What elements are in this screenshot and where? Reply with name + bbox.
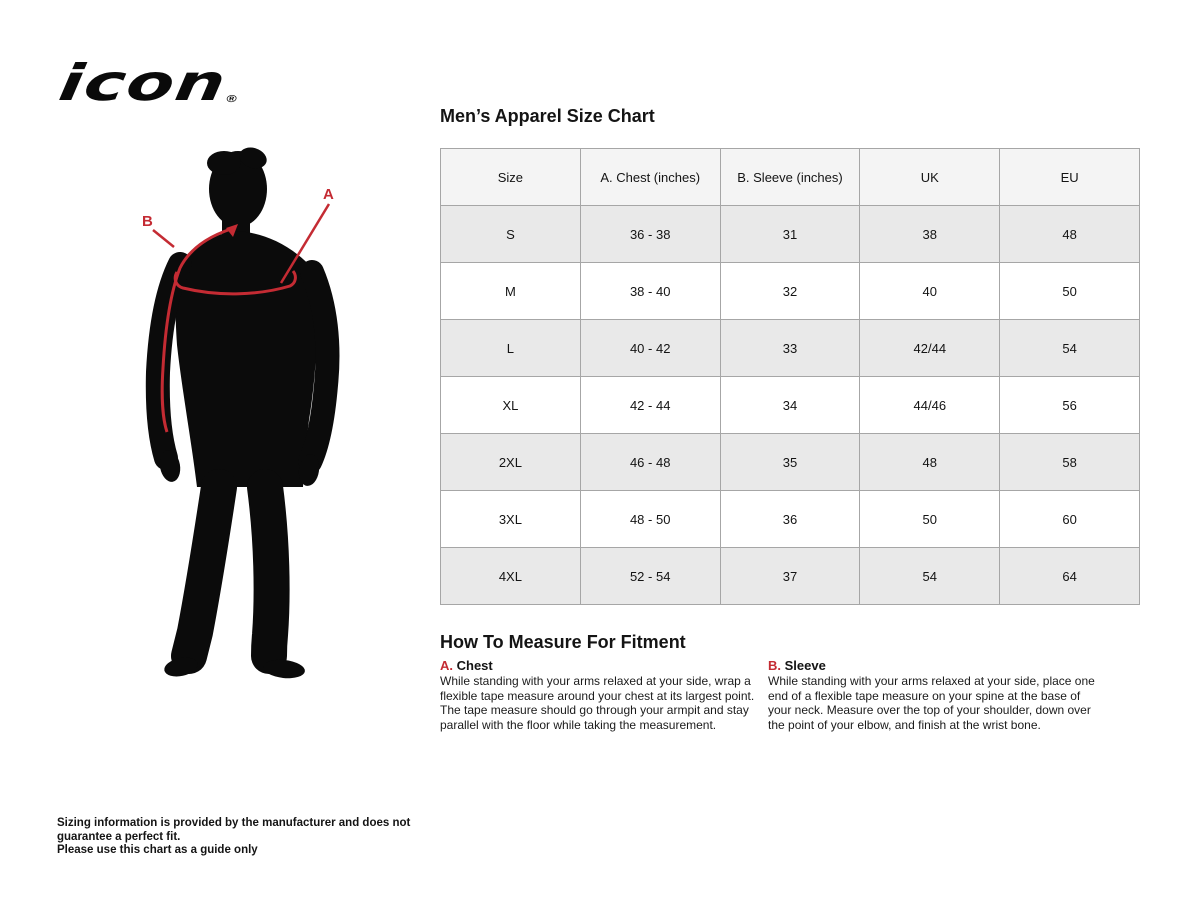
size-chart-table: Size A. Chest (inches) B. Sleeve (inches…	[440, 148, 1140, 605]
cell-chest: 42 - 44	[579, 376, 721, 434]
cell-chest: 36 - 38	[579, 205, 721, 263]
cell-chest: 38 - 40	[579, 262, 721, 320]
cell-sleeve: 34	[719, 376, 861, 434]
figure-label-b: B	[142, 213, 153, 230]
column-header-chest: A. Chest (inches)	[579, 148, 721, 206]
registered-trademark-icon: ®	[225, 94, 238, 105]
measure-section-title: How To Measure For Fitment	[440, 632, 686, 652]
right-leg	[247, 469, 290, 674]
cell-size: 4XL	[440, 547, 581, 605]
cell-chest: 48 - 50	[579, 490, 721, 548]
cell-uk: 38	[859, 205, 1001, 263]
table-row-m: M 38 - 40 32 40 50	[440, 262, 1140, 320]
page-title: Men’s Apparel Size Chart	[440, 106, 655, 126]
disclaimer-line-1: Sizing information is provided by the ma…	[57, 817, 411, 843]
right-hand	[298, 454, 320, 486]
hair-left	[207, 151, 241, 175]
label-a-pointer-line	[279, 203, 331, 284]
measure-instructions-sleeve: While standing with your arms relaxed at…	[768, 674, 1095, 732]
disclaimer-line-2: Please use this chart as a guide only	[57, 844, 258, 856]
cell-uk: 50	[859, 490, 1001, 548]
table-row-4xl: 4XL 52 - 54 37 54 64	[440, 547, 1140, 605]
measurement-figure: A B	[120, 140, 360, 700]
left-arm	[145, 252, 192, 470]
measure-name-sleeve: Sleeve	[784, 658, 826, 673]
measure-item-sleeve-heading: B. Sleeve	[768, 658, 1103, 673]
cell-uk: 40	[859, 262, 1001, 320]
cell-eu: 60	[999, 490, 1140, 548]
cell-sleeve: 36	[719, 490, 861, 548]
column-header-sleeve: B. Sleeve (inches)	[719, 148, 861, 206]
cell-size: L	[440, 319, 581, 377]
cell-eu: 64	[999, 547, 1140, 605]
measure-instructions-chest: While standing with your arms relaxed at…	[440, 674, 755, 732]
sleeve-measurement-line	[160, 227, 232, 433]
column-header-eu: EU	[999, 148, 1140, 206]
measure-item-sleeve: B. Sleeve While standing with your arms …	[768, 658, 1103, 732]
table-row-xl: XL 42 - 44 34 44/46 56	[440, 376, 1140, 434]
left-foot	[164, 657, 198, 677]
icon-logo: icon ®	[55, 54, 243, 112]
male-silhouette-svg: A B	[142, 147, 340, 679]
cell-eu: 56	[999, 376, 1140, 434]
right-foot	[263, 659, 305, 679]
cell-uk: 48	[859, 433, 1001, 491]
male-silhouette	[145, 147, 340, 679]
icon-logo-text: icon	[55, 54, 231, 112]
sizing-disclaimer: Sizing information is provided by the ma…	[57, 817, 457, 858]
measure-item-chest-heading: A. Chest	[440, 658, 775, 673]
table-row-s: S 36 - 38 31 38 48	[440, 205, 1140, 263]
cell-eu: 54	[999, 319, 1140, 377]
measure-name-chest: Chest	[456, 658, 493, 673]
measurement-guides	[152, 203, 331, 433]
cell-uk: 54	[859, 547, 1001, 605]
measure-letter-b: B.	[768, 658, 781, 673]
cell-chest: 46 - 48	[579, 433, 721, 491]
label-b-pointer-line	[152, 229, 175, 248]
torso	[175, 231, 317, 487]
cell-sleeve: 32	[719, 262, 861, 320]
measure-item-chest: A. Chest While standing with your arms r…	[440, 658, 775, 732]
column-header-size: Size	[440, 148, 581, 206]
right-arm	[298, 260, 340, 474]
table-row-3xl: 3XL 48 - 50 36 50 60	[440, 490, 1140, 548]
cell-size: S	[440, 205, 581, 263]
left-leg	[171, 469, 237, 674]
measure-letter-a: A.	[440, 658, 453, 673]
column-header-uk: UK	[859, 148, 1001, 206]
cell-uk: 42/44	[859, 319, 1001, 377]
figure-label-a: A	[323, 186, 334, 203]
cell-eu: 58	[999, 433, 1140, 491]
cell-eu: 50	[999, 262, 1140, 320]
cell-sleeve: 35	[719, 433, 861, 491]
left-hand	[159, 450, 181, 482]
cell-uk: 44/46	[859, 376, 1001, 434]
cell-size: 3XL	[440, 490, 581, 548]
cell-chest: 40 - 42	[579, 319, 721, 377]
cell-sleeve: 31	[719, 205, 861, 263]
hair-top	[239, 147, 267, 169]
size-chart-table-wrap: Size A. Chest (inches) B. Sleeve (inches…	[440, 148, 1141, 605]
cell-eu: 48	[999, 205, 1140, 263]
table-row-2xl: 2XL 46 - 48 35 48 58	[440, 433, 1140, 491]
table-row-l: L 40 - 42 33 42/44 54	[440, 319, 1140, 377]
sleeve-arrowhead-icon	[226, 224, 238, 237]
cell-chest: 52 - 54	[579, 547, 721, 605]
cell-sleeve: 33	[719, 319, 861, 377]
header-row: Size A. Chest (inches) B. Sleeve (inches…	[440, 148, 1140, 206]
cell-size: M	[440, 262, 581, 320]
cell-size: 2XL	[440, 433, 581, 491]
cell-sleeve: 37	[719, 547, 861, 605]
cell-size: XL	[440, 376, 581, 434]
